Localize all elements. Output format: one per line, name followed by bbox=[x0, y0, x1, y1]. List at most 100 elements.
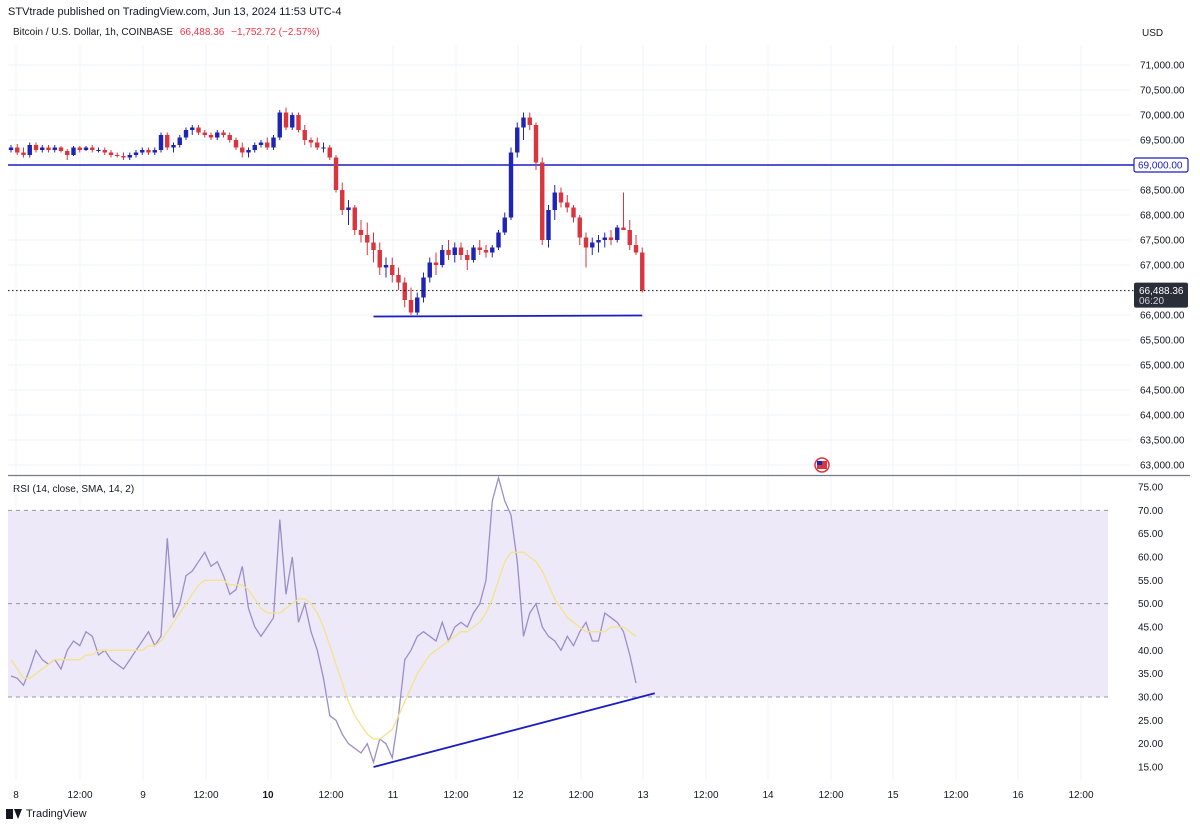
price-axis-label: 64,500.00 bbox=[1140, 386, 1185, 397]
candle-body bbox=[608, 237, 614, 240]
candle-body bbox=[371, 242, 376, 250]
price-axis-label: 66,000.00 bbox=[1140, 311, 1185, 322]
candle-body bbox=[77, 147, 82, 150]
time-axis-label: 12:00 bbox=[943, 790, 968, 801]
candle-body bbox=[52, 147, 57, 150]
candle-body bbox=[346, 207, 351, 210]
candle-body bbox=[546, 210, 551, 240]
price-axis-label: 68,500.00 bbox=[1140, 186, 1185, 197]
rsi-line bbox=[10, 475, 637, 765]
candle-body bbox=[583, 237, 589, 248]
candle-body bbox=[127, 155, 132, 158]
candle-body bbox=[558, 192, 564, 203]
candle-body bbox=[171, 145, 176, 148]
candle-body bbox=[571, 207, 576, 218]
candle-body bbox=[402, 282, 407, 300]
candle-body bbox=[290, 115, 295, 128]
candle-body bbox=[21, 152, 26, 155]
candle-body bbox=[65, 151, 70, 155]
candle-body bbox=[308, 140, 314, 143]
candle-body bbox=[383, 265, 389, 268]
candle-body bbox=[208, 135, 214, 138]
footer-brand: TradingView bbox=[6, 808, 87, 820]
candle-body bbox=[133, 152, 139, 155]
tradingview-logo-icon bbox=[6, 809, 22, 819]
candle-body bbox=[427, 262, 432, 278]
candle-body bbox=[521, 117, 526, 128]
candle-body bbox=[627, 230, 632, 245]
rsi-axis-label: 30.00 bbox=[1138, 693, 1163, 704]
price-axis-label: 67,000.00 bbox=[1140, 261, 1185, 272]
time-axis-label: 10 bbox=[262, 790, 274, 801]
time-axis-label: 12 bbox=[512, 790, 524, 801]
price-axis-label: 68,000.00 bbox=[1140, 211, 1185, 222]
rsi-axis-label: 55.00 bbox=[1138, 576, 1163, 587]
candle-body bbox=[71, 147, 76, 155]
candle-body bbox=[408, 300, 414, 313]
candle-body bbox=[140, 150, 145, 153]
candle-body bbox=[515, 127, 520, 153]
time-axis-label: 14 bbox=[762, 790, 774, 801]
candle-body bbox=[615, 227, 620, 240]
price-axis-label: 69,500.00 bbox=[1140, 136, 1185, 147]
candle-body bbox=[115, 155, 120, 156]
rsi-axis-label: 50.00 bbox=[1138, 599, 1163, 610]
time-axis-label: 9 bbox=[140, 790, 146, 801]
candle-body bbox=[283, 112, 289, 128]
candle-body bbox=[390, 265, 395, 275]
symbol-name[interactable]: Bitcoin / U.S. Dollar, 1h, COINBASE bbox=[13, 27, 174, 38]
us-flag-canton bbox=[817, 461, 822, 465]
candle-body bbox=[202, 132, 207, 135]
candle-body bbox=[565, 202, 570, 208]
price-axis-label: 70,500.00 bbox=[1140, 86, 1185, 97]
time-axis-label: 12:00 bbox=[318, 790, 343, 801]
candle-body bbox=[621, 227, 626, 230]
candle-body bbox=[265, 142, 270, 148]
candle-body bbox=[215, 132, 220, 138]
rsi-axis-label: 75.00 bbox=[1138, 483, 1163, 494]
candle-body bbox=[533, 125, 539, 163]
candle-body bbox=[440, 250, 445, 265]
candle-body bbox=[640, 252, 645, 291]
candle-body bbox=[465, 255, 470, 260]
rsi-axis-label: 25.00 bbox=[1138, 716, 1163, 727]
resistance-level-tag bbox=[1133, 157, 1189, 173]
time-axis-label: 15 bbox=[887, 790, 899, 801]
rsi-axis-label: 65.00 bbox=[1138, 529, 1163, 540]
candle-body bbox=[33, 145, 39, 150]
candle-body bbox=[502, 217, 507, 233]
candle-body bbox=[433, 262, 439, 265]
rsi-axis-label: 70.00 bbox=[1138, 506, 1163, 517]
candle-body bbox=[340, 190, 345, 210]
candle-body bbox=[90, 147, 95, 150]
time-axis-label: 11 bbox=[388, 790, 399, 801]
candle-body bbox=[183, 130, 189, 138]
candle-body bbox=[252, 145, 257, 150]
candle-body bbox=[452, 247, 457, 255]
candle-body bbox=[446, 250, 451, 255]
candle-body bbox=[315, 142, 320, 148]
rsi-axis-label: 15.00 bbox=[1138, 763, 1163, 774]
candle-body bbox=[196, 127, 201, 133]
footer-brand-label: TradingView bbox=[26, 808, 87, 820]
time-axis-label: 13 bbox=[637, 790, 649, 801]
candle-body bbox=[496, 232, 501, 248]
rsi-axis-label: 45.00 bbox=[1138, 623, 1163, 634]
candle-body bbox=[165, 135, 170, 148]
candle-body bbox=[108, 152, 114, 155]
rsi-trendline bbox=[373, 692, 655, 768]
rsi-axis-label: 60.00 bbox=[1138, 553, 1163, 564]
currency-label[interactable]: USD bbox=[1142, 28, 1164, 39]
candle-body bbox=[296, 115, 301, 130]
candle-body bbox=[15, 147, 20, 153]
candle-body bbox=[221, 132, 226, 135]
publish-info: STVtrade published on TradingView.com, J… bbox=[8, 6, 342, 18]
candle-body bbox=[352, 207, 357, 230]
candle-body bbox=[58, 147, 64, 151]
candle-body bbox=[102, 150, 107, 153]
rsi-indicator-label[interactable]: RSI (14, close, SMA, 14, 2) bbox=[13, 484, 135, 495]
candle-body bbox=[358, 230, 364, 235]
candle-body bbox=[240, 147, 245, 153]
price-axis-label: 63,000.00 bbox=[1140, 461, 1185, 472]
